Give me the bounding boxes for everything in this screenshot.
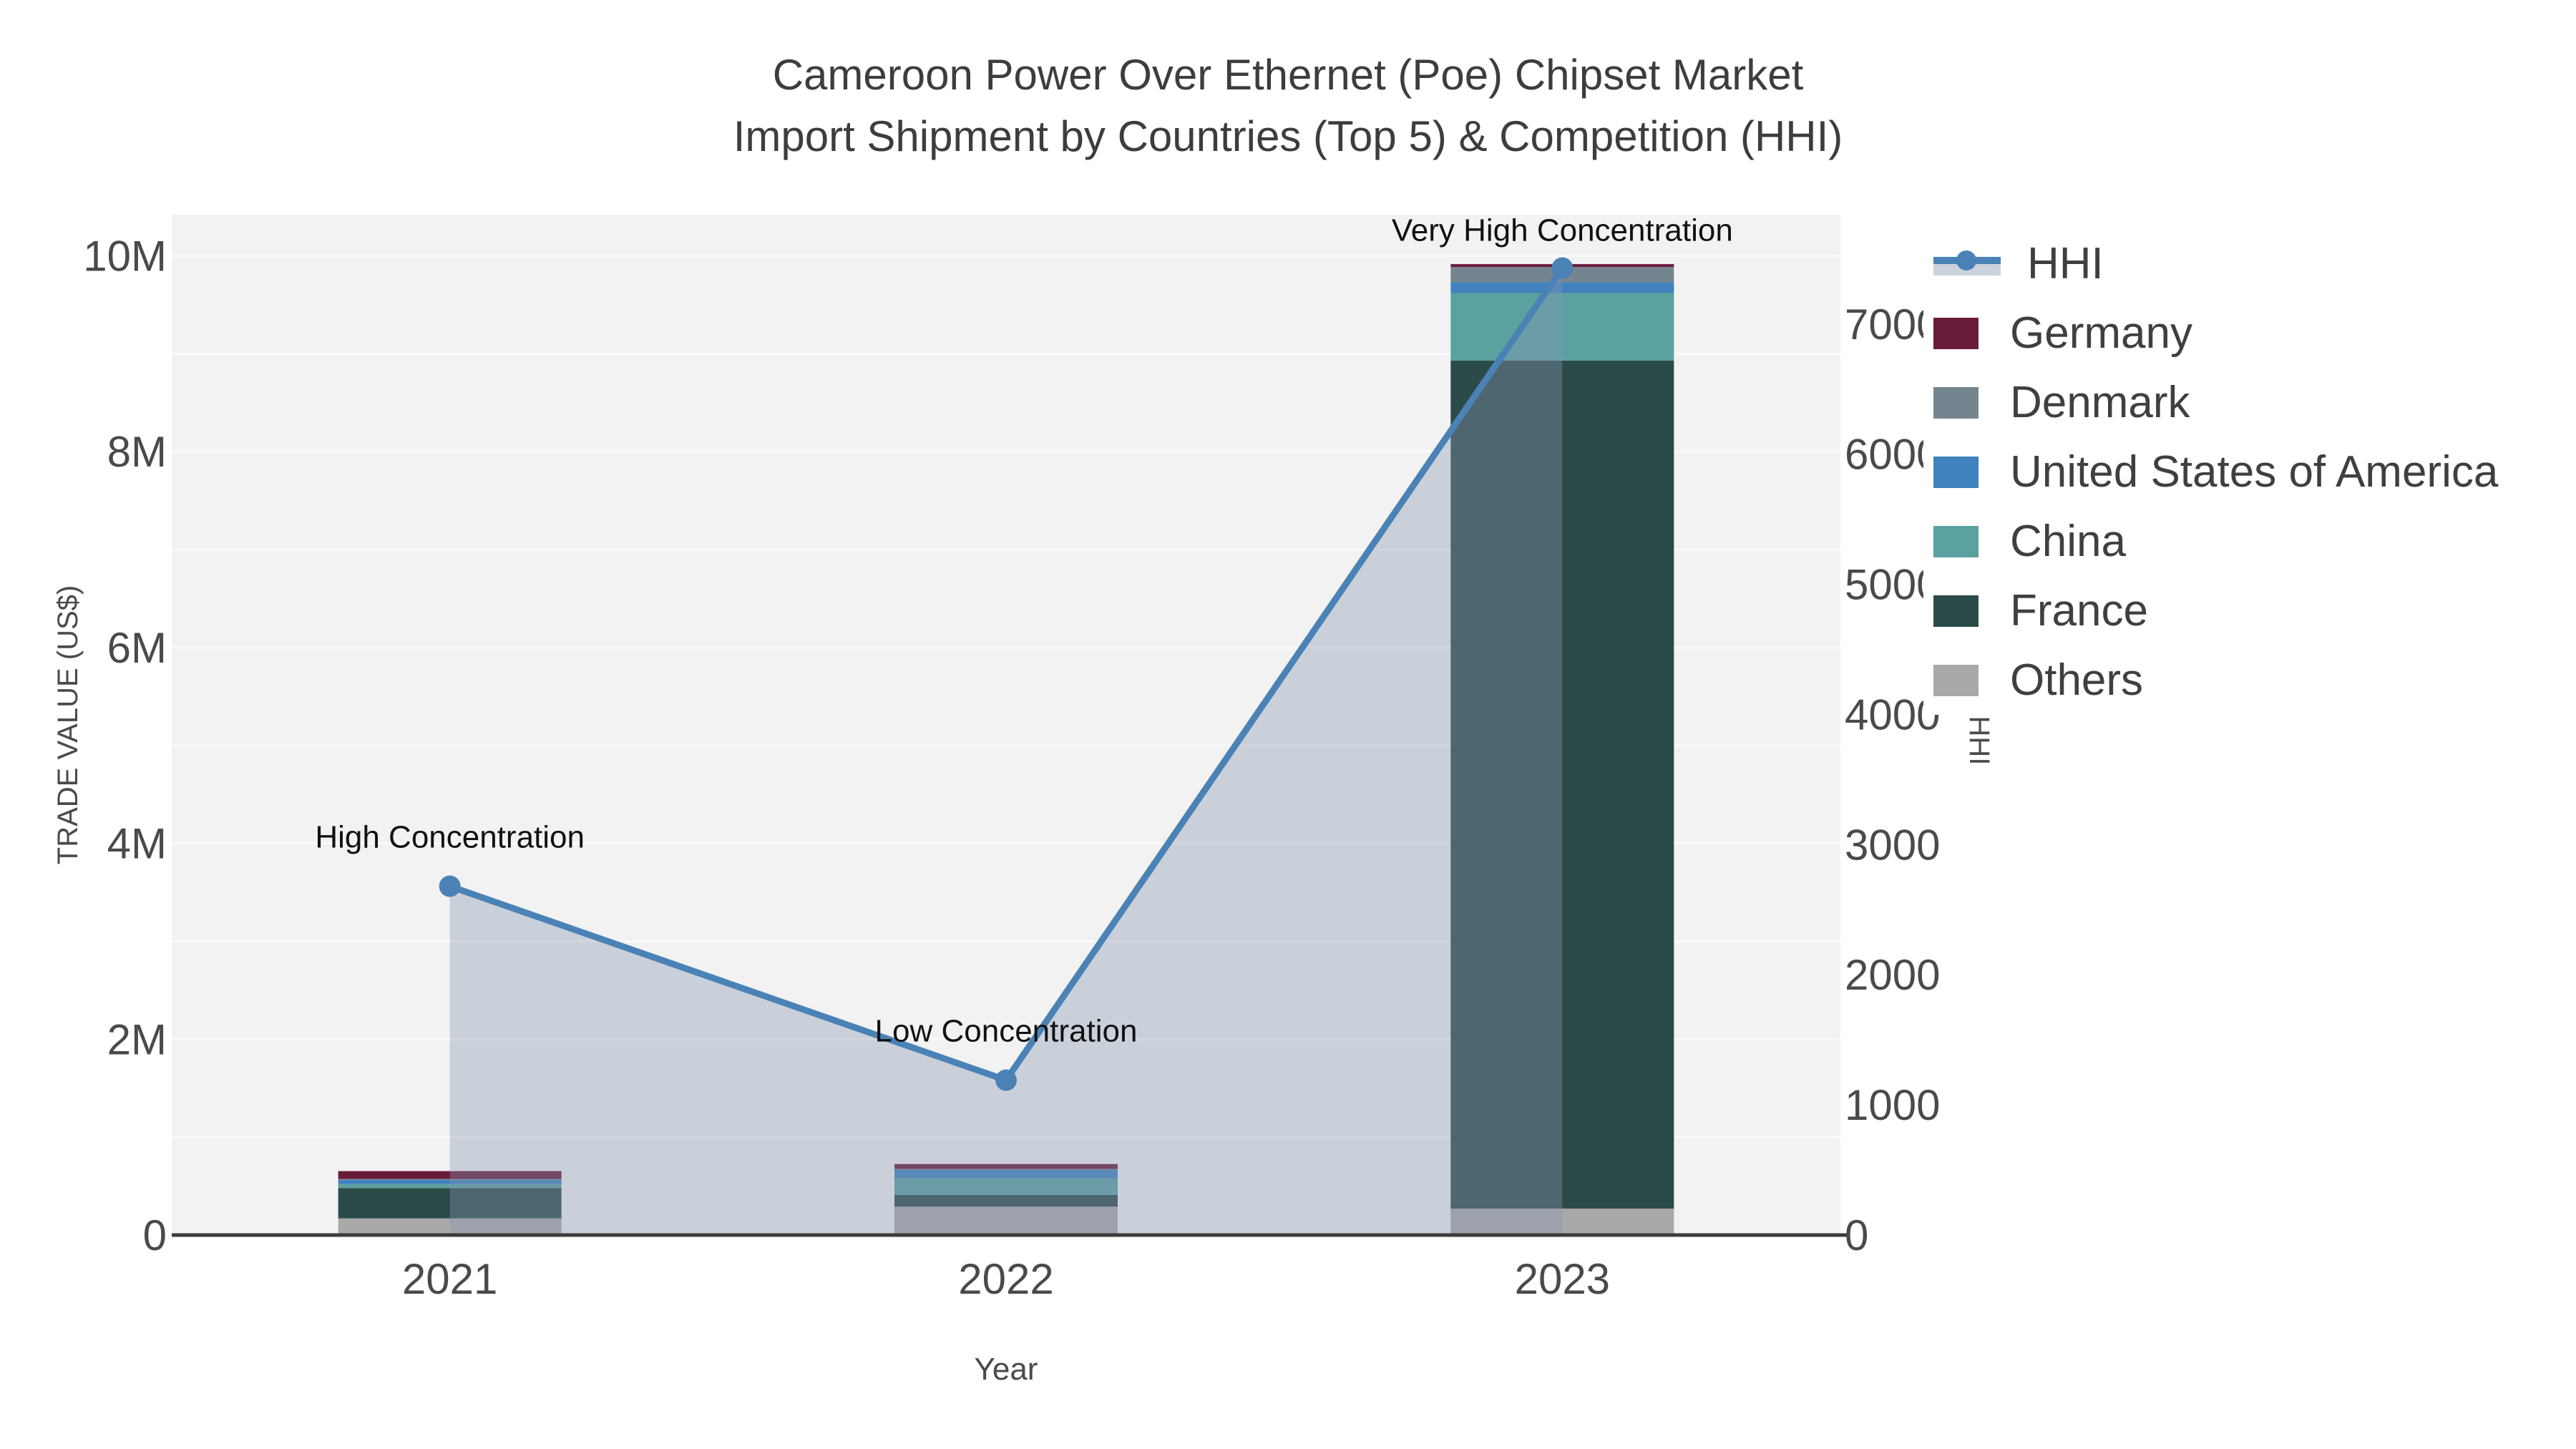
germany-swatch-icon [1933, 317, 1979, 349]
y-right-axis-title: HHI [1963, 716, 1995, 766]
chart-title: Cameroon Power Over Ethernet (Poe) Chips… [0, 44, 2576, 167]
x-axis-title: Year [975, 1352, 1038, 1387]
legend-item-germany[interactable]: Germany [1923, 298, 2576, 368]
bar-segment-france-2022[interactable] [894, 1194, 1118, 1207]
hhi-line-swatch-icon [1933, 248, 2001, 280]
legend-label: China [2010, 517, 2126, 566]
legend-item-china[interactable]: China [1923, 507, 2576, 576]
y-left-tick: 0 [143, 1211, 167, 1259]
legend-label: HHI [2027, 239, 2104, 288]
france-swatch-icon [1933, 595, 1979, 627]
legend-item-usa[interactable]: United States of America [1923, 437, 2576, 507]
others-swatch-icon [1933, 664, 1979, 696]
legend-item-france[interactable]: France [1923, 576, 2576, 645]
usa-swatch-icon [1933, 456, 1979, 488]
y-right-tick: 0 [1845, 1211, 1868, 1259]
x-tick-2021: 2021 [402, 1255, 497, 1303]
y-right-tick: 2000 [1845, 951, 1940, 999]
bar-segment-germany-2021[interactable] [338, 1171, 562, 1179]
x-tick-2023: 2023 [1515, 1255, 1610, 1303]
bar-segment-denmark-2021[interactable] [338, 1179, 562, 1180]
bar-segment-united-states-of-america-2021[interactable] [338, 1179, 562, 1184]
y-left-axis-title: TRADE VALUE (US$) [52, 585, 84, 864]
legend-item-denmark[interactable]: Denmark [1923, 368, 2576, 437]
y-right-tick: 1000 [1845, 1081, 1940, 1129]
legend-label: Germany [2010, 308, 2192, 358]
bar-segment-china-2021[interactable] [338, 1184, 562, 1189]
hhi-marker-2022[interactable] [995, 1069, 1017, 1091]
denmark-swatch-icon [1933, 386, 1979, 419]
y-left-tick: 6M [107, 624, 167, 672]
y-left-tick: 8M [107, 428, 167, 476]
bar-segment-france-2021[interactable] [338, 1188, 562, 1219]
y-left-tick: 2M [107, 1015, 167, 1063]
chart-title-line1: Cameroon Power Over Ethernet (Poe) Chips… [772, 51, 1804, 99]
legend-item-hhi[interactable]: HHI [1923, 229, 2576, 298]
chart-title-line2: Import Shipment by Countries (Top 5) & C… [733, 112, 1843, 160]
bar-segment-germany-2022[interactable] [894, 1163, 1118, 1169]
legend-label: France [2010, 586, 2148, 635]
y-left-tick: 10M [83, 232, 167, 280]
china-swatch-icon [1933, 525, 1979, 557]
legend-label: United States of America [2010, 447, 2499, 497]
x-tick-2022: 2022 [958, 1255, 1053, 1303]
legend-item-others[interactable]: Others [1923, 645, 2576, 715]
bar-segment-france-2023[interactable] [1450, 360, 1674, 1209]
legend-label: Denmark [2010, 378, 2190, 427]
hhi-marker-2021[interactable] [439, 875, 461, 897]
hhi-area-fill [449, 268, 1563, 1235]
bar-segment-others-2022[interactable] [894, 1206, 1118, 1235]
legend-label: Others [2010, 655, 2144, 705]
y-left-tick: 4M [107, 820, 167, 868]
bar-segment-others-2021[interactable] [338, 1218, 562, 1235]
hhi-annotation-2022: Low Concentration [875, 1014, 1138, 1049]
bar-segment-denmark-2022[interactable] [894, 1169, 1118, 1170]
hhi-marker-2023[interactable] [1551, 257, 1574, 279]
chart-legend: HHI Germany Denmark United States of Ame… [1923, 229, 2576, 715]
y-right-tick: 3000 [1845, 821, 1940, 869]
hhi-annotation-2021: High Concentration [315, 820, 585, 855]
bar-segment-others-2023[interactable] [1450, 1209, 1674, 1235]
bar-segment-united-states-of-america-2022[interactable] [894, 1169, 1118, 1179]
bar-segment-china-2023[interactable] [1450, 293, 1674, 361]
bar-segment-united-states-of-america-2023[interactable] [1450, 282, 1674, 293]
bar-segment-china-2022[interactable] [894, 1178, 1118, 1195]
hhi-annotation-2023: Very High Concentration [1392, 213, 1733, 248]
